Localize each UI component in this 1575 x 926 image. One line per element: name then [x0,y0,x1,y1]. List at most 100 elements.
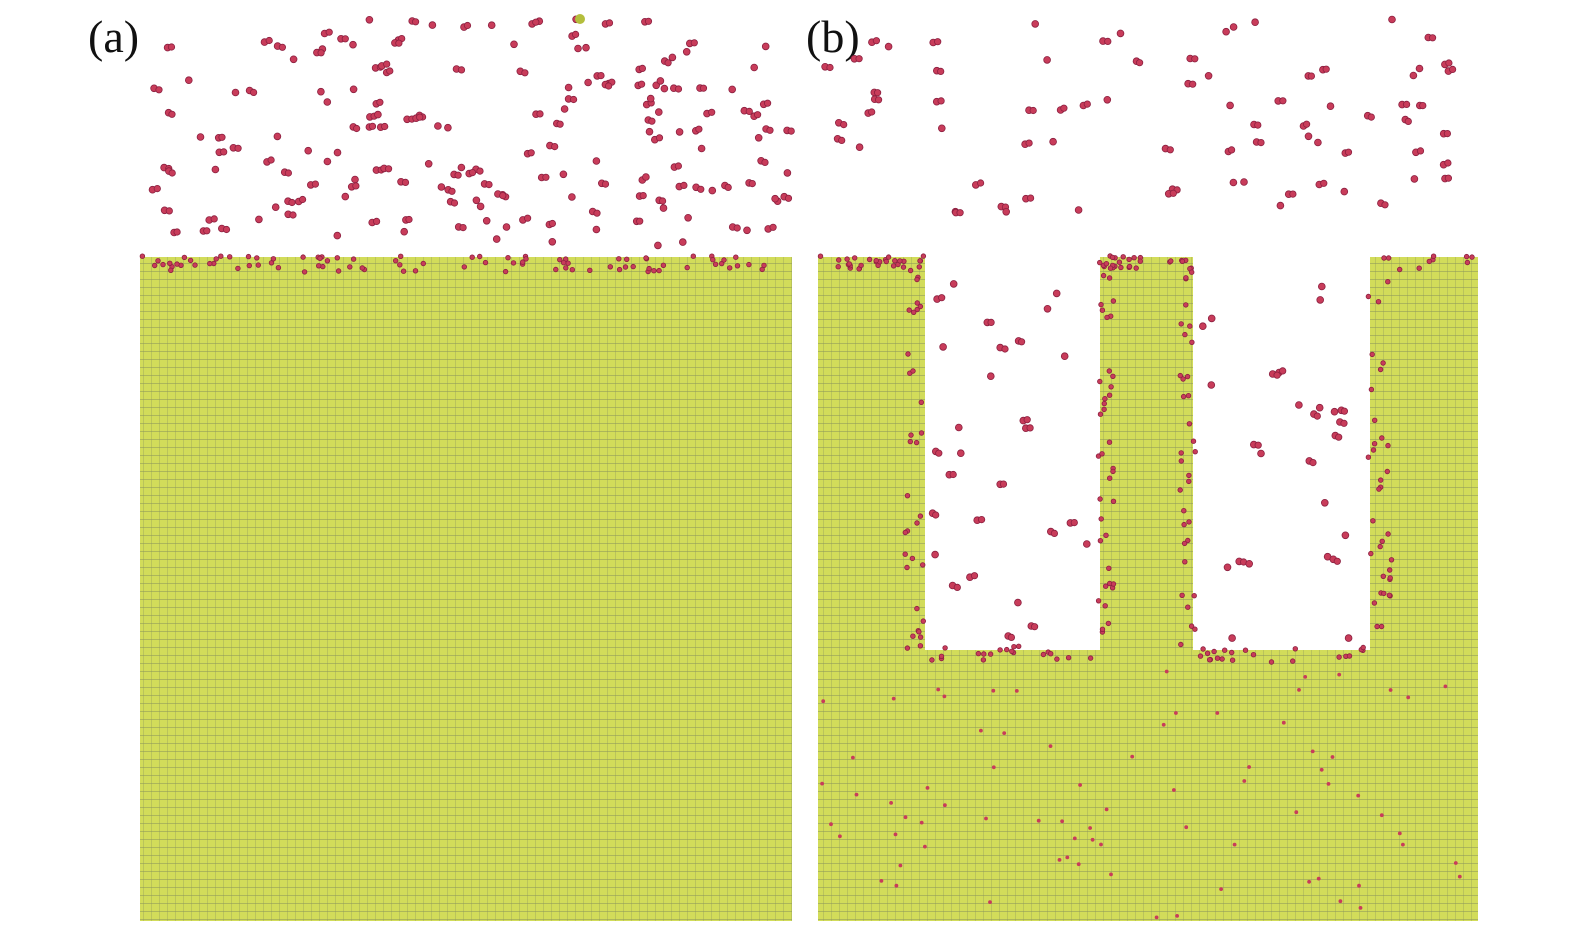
adsorbed-particle [1178,641,1184,648]
particle [536,110,544,118]
adsorbed-particle [502,268,509,275]
particle [468,169,477,177]
adsorbed-particle [710,257,716,263]
adsorbed-particle [721,257,727,263]
particle [1104,37,1112,46]
particle [1229,178,1238,187]
particle [1031,20,1039,28]
adsorbed-particle [1133,265,1139,271]
embedded-particle [838,834,842,839]
adsorbed-particle [1103,532,1109,538]
adsorbed-particle [1178,450,1184,456]
adsorbed-particle [1185,604,1191,610]
particle [542,173,550,181]
embedded-particle [1338,899,1343,904]
particle [349,85,358,94]
embedded-particle [1247,765,1251,769]
particle [1416,147,1425,155]
particle [278,43,286,51]
adsorbed-particle [181,254,188,261]
adsorbed-particle [1268,659,1275,665]
particle [838,136,846,144]
adsorbed-particle [835,264,841,270]
adsorbed-particle [151,262,158,269]
particle [937,67,945,76]
particle [289,211,297,219]
adsorbed-particle [469,254,475,260]
adsorbed-particle [1047,651,1054,657]
embedded-particle [1060,819,1064,824]
adsorbed-particle [412,268,419,274]
particle [333,231,342,240]
adsorbed-particle [929,657,935,663]
particle [664,59,672,67]
adsorbed-particle [630,263,636,270]
particle [250,88,258,97]
adsorbed-particle [1396,266,1403,273]
embedded-particle [919,820,924,825]
particle [937,97,945,105]
particle [1002,208,1010,216]
particle [1303,120,1311,128]
particle [684,214,692,222]
particle [323,98,332,106]
adsorbed-particle [187,257,194,264]
adsorbed-particle [846,261,852,267]
particle [1344,634,1353,642]
adsorbed-particle [1186,478,1192,485]
particle [1027,194,1035,202]
particle [523,214,532,222]
particle [1060,352,1069,361]
adsorbed-particle [1110,298,1117,304]
particle [1228,634,1236,642]
particle [674,162,683,170]
particle [1340,419,1348,427]
particle [1313,412,1321,420]
particle [1070,518,1078,527]
adsorbed-particle [226,254,233,260]
particle [654,241,662,250]
adsorbed-particle [1009,648,1015,654]
adsorbed-particle [1365,293,1372,300]
adsorbed-particle [1464,259,1471,266]
adsorbed-particle [1178,321,1184,327]
embedded-particle [1130,754,1135,759]
embedded-particle [979,728,983,733]
adsorbed-particle [1388,557,1395,563]
embedded-particle [1453,861,1458,865]
adsorbed-particle [897,258,903,264]
particle [352,124,361,133]
particle [457,163,466,172]
particle [548,238,557,246]
adsorbed-particle [316,263,322,269]
adsorbed-particle [1221,647,1228,653]
particle [766,126,774,134]
embedded-particle [1036,818,1041,823]
particle [1103,96,1112,104]
particle [680,181,688,189]
adsorbed-particle [1385,442,1391,449]
adsorbed-particle [1186,472,1192,479]
particle [656,77,665,85]
particle [386,67,394,75]
particle [153,185,161,193]
particle [1050,529,1059,538]
particle [1273,371,1281,379]
particle [1279,367,1287,375]
adsorbed-particle [1102,583,1109,589]
particle [659,204,668,212]
particle [574,44,582,53]
adsorbed-particle [1463,253,1470,260]
embedded-particle [1104,807,1109,812]
trenched-substrate [818,257,1478,921]
embedded-particle [1057,858,1062,862]
particle [384,165,393,173]
particle [1136,59,1144,67]
embedded-particles-b [820,669,1462,920]
adsorbed-particle [207,260,213,267]
adsorbed-particle [1185,393,1192,399]
particle [1279,97,1287,105]
particle [416,113,424,121]
particle [970,572,979,580]
